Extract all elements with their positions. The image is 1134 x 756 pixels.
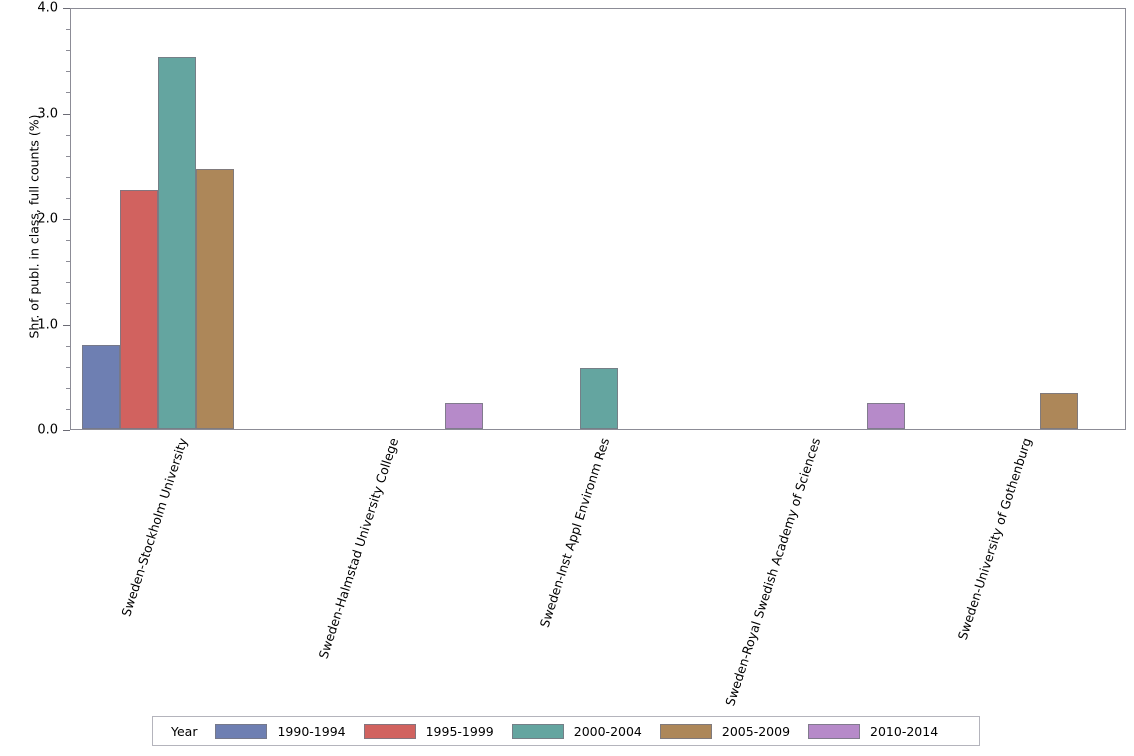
legend-color-swatch bbox=[363, 723, 416, 739]
y-tick-minor bbox=[66, 240, 70, 242]
plot-area bbox=[70, 8, 1126, 430]
legend-label: 1995-1999 bbox=[425, 723, 494, 739]
legend-color-swatch bbox=[659, 723, 712, 739]
bar bbox=[119, 189, 158, 429]
x-axis: Sweden-Stockholm University Sweden-Halmst… bbox=[70, 430, 1126, 710]
legend-color-swatch bbox=[511, 723, 564, 739]
y-tick-minor bbox=[66, 134, 70, 136]
legend-entry[interactable]: 2005-2009 bbox=[659, 723, 791, 739]
y-tick-major bbox=[63, 324, 70, 326]
y-tick-label: 4.0 bbox=[37, 0, 58, 16]
legend-entries: 1990-1994 1995-1999 2000-2004 2005-2009 2010… bbox=[215, 723, 956, 739]
legend-label: 2010-2014 bbox=[870, 723, 939, 739]
bar bbox=[81, 344, 120, 429]
y-tick-minor bbox=[66, 366, 70, 368]
legend-label: 2000-2004 bbox=[573, 723, 642, 739]
y-tick-label: 0.0 bbox=[37, 422, 58, 438]
y-tick-major bbox=[63, 430, 70, 431]
bar bbox=[157, 56, 196, 429]
y-tick-major bbox=[63, 219, 70, 220]
x-tick-label: Sweden-Inst Appl Environm Res bbox=[536, 436, 613, 630]
y-tick-label: 1.0 bbox=[37, 317, 58, 332]
legend-color-swatch bbox=[808, 723, 861, 739]
y-axis: Shr. of publ. in class, full counts (%) … bbox=[0, 0, 70, 440]
y-tick-major bbox=[63, 113, 70, 115]
y-tick-minor bbox=[66, 155, 70, 157]
legend-color-swatch bbox=[215, 723, 268, 739]
bar bbox=[580, 367, 618, 429]
bar bbox=[1040, 393, 1079, 429]
y-tick-minor bbox=[66, 29, 70, 31]
legend-entry[interactable]: 2010-2014 bbox=[808, 723, 939, 739]
y-tick-minor bbox=[66, 282, 70, 284]
x-tick-label: Sweden-University of Gothenburg bbox=[955, 436, 1035, 642]
y-tick-minor bbox=[66, 345, 70, 347]
legend-label: 2005-2009 bbox=[721, 723, 791, 739]
y-tick-minor bbox=[66, 408, 70, 410]
y-tick-label: 2.0 bbox=[37, 211, 58, 227]
y-tick-minor bbox=[66, 71, 70, 73]
y-tick-minor bbox=[66, 92, 70, 94]
y-tick-minor bbox=[66, 197, 70, 199]
legend: Year 1990-1994 1995-1999 2000-2004 2005-200… bbox=[152, 716, 980, 746]
x-tick-label: Sweden-Royal Swedish Academy of Sciences bbox=[722, 436, 824, 708]
y-tick-major bbox=[63, 8, 70, 9]
y-tick-minor bbox=[66, 387, 70, 389]
y-tick-minor bbox=[66, 176, 70, 178]
legend-entry[interactable]: 2000-2004 bbox=[511, 723, 642, 739]
y-tick-label: 3.0 bbox=[37, 106, 58, 121]
legend-entry[interactable]: 1995-1999 bbox=[363, 723, 494, 739]
legend-title: Year bbox=[171, 723, 198, 739]
bar bbox=[444, 403, 483, 429]
bar bbox=[867, 403, 906, 429]
y-tick-minor bbox=[66, 303, 70, 305]
legend-label: 1990-1994 bbox=[277, 723, 346, 739]
y-tick-minor bbox=[66, 50, 70, 52]
bar bbox=[195, 169, 234, 429]
legend-entry[interactable]: 1990-1994 bbox=[215, 723, 346, 739]
y-tick-minor bbox=[66, 261, 70, 263]
x-tick-label: Sweden-Stockholm University bbox=[117, 436, 190, 619]
x-tick-label: Sweden-Halmstad University College bbox=[315, 436, 402, 661]
